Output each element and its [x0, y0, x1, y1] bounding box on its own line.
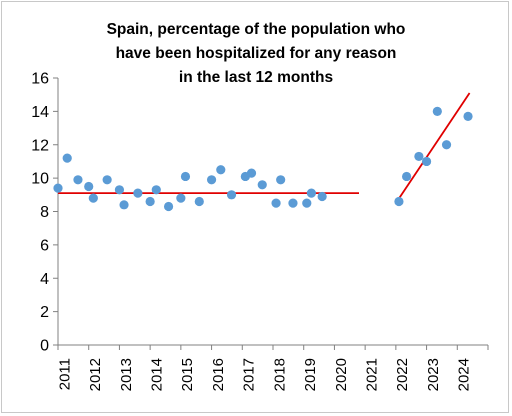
data-point	[394, 196, 404, 207]
data-point	[133, 188, 143, 198]
data-point	[257, 180, 267, 190]
data-point	[180, 171, 191, 182]
data-point	[119, 200, 129, 210]
data-point	[421, 156, 432, 167]
data-point	[432, 106, 442, 116]
y-tick-label: 0	[40, 338, 49, 355]
chart-title-line-1: Spain, percentage of the population who	[106, 21, 406, 38]
data-point	[288, 198, 298, 208]
data-points	[53, 106, 473, 212]
data-point	[62, 153, 72, 163]
y-tick-label: 12	[31, 137, 49, 154]
chart-title-line-2: have been hospitalized for any reason	[115, 45, 397, 62]
chart-title-line-3: in the last 12 months	[178, 69, 334, 86]
x-tick-label: 2016	[210, 358, 227, 391]
x-tick-label: 2013	[118, 358, 135, 391]
x-tick-label: 2018	[271, 358, 288, 391]
x-tick-label: 2024	[456, 358, 473, 391]
y-tick-label: 14	[31, 104, 49, 121]
y-tick-label: 16	[31, 71, 49, 88]
x-tick-label: 2019	[302, 358, 319, 391]
data-point	[102, 175, 112, 185]
x-tick-label: 2015	[179, 358, 196, 391]
x-tick-label: 2022	[394, 358, 411, 391]
y-tick-label: 8	[40, 204, 49, 221]
data-point	[206, 175, 217, 185]
data-point	[276, 175, 286, 185]
axes: 0 2 4 6 8 10 12 14 16 2011 2012 2013 2014 2015 2016 201…	[31, 71, 489, 391]
data-point	[84, 181, 94, 192]
data-point	[145, 196, 155, 207]
data-point	[216, 165, 226, 175]
x-tick-label: 2012	[87, 358, 104, 391]
data-point	[302, 198, 312, 208]
y-tick-label: 10	[31, 171, 49, 188]
chart-title: Spain, percentage of the population who …	[40, 18, 472, 90]
data-point	[114, 185, 125, 195]
data-point	[441, 140, 452, 150]
data-point	[306, 188, 316, 198]
x-tick-label: 2021	[364, 358, 381, 391]
data-point	[463, 111, 473, 121]
y-tick-label: 6	[40, 237, 49, 254]
data-point	[73, 175, 83, 185]
data-point	[163, 201, 174, 212]
x-tick-label: 2014	[149, 358, 166, 391]
data-point	[402, 171, 412, 182]
data-point	[151, 185, 161, 195]
data-point	[414, 151, 424, 162]
x-tick-label: 2020	[333, 358, 350, 391]
data-point	[194, 196, 204, 207]
data-point	[88, 193, 98, 203]
data-point	[226, 190, 237, 200]
trend-line	[395, 92, 471, 204]
data-point	[317, 191, 327, 202]
x-tick-label: 2017	[241, 358, 258, 391]
data-point	[246, 168, 257, 178]
data-point	[176, 193, 186, 203]
x-tick-label: 2023	[425, 358, 442, 391]
x-tick-label: 2011	[56, 358, 73, 390]
y-tick-label: 2	[40, 304, 49, 321]
y-tick-label: 4	[40, 271, 49, 288]
data-point	[53, 183, 63, 193]
data-point	[271, 198, 281, 208]
